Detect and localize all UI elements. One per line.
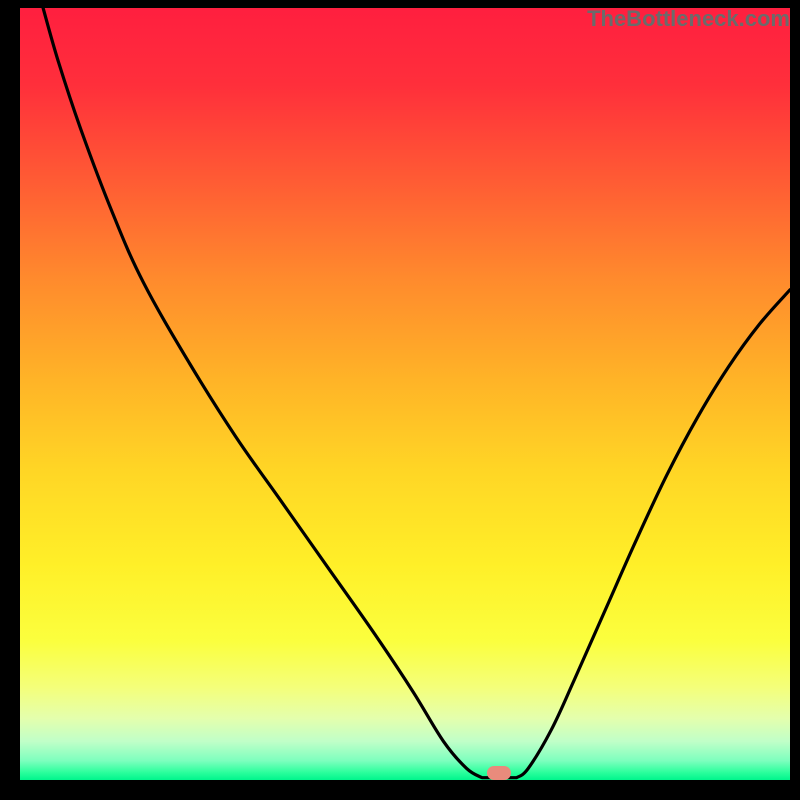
optimal-point-marker <box>487 766 512 780</box>
watermark-text: TheBottleneck.com <box>587 6 790 32</box>
plot-area <box>20 8 790 780</box>
bottleneck-curve <box>20 8 790 780</box>
